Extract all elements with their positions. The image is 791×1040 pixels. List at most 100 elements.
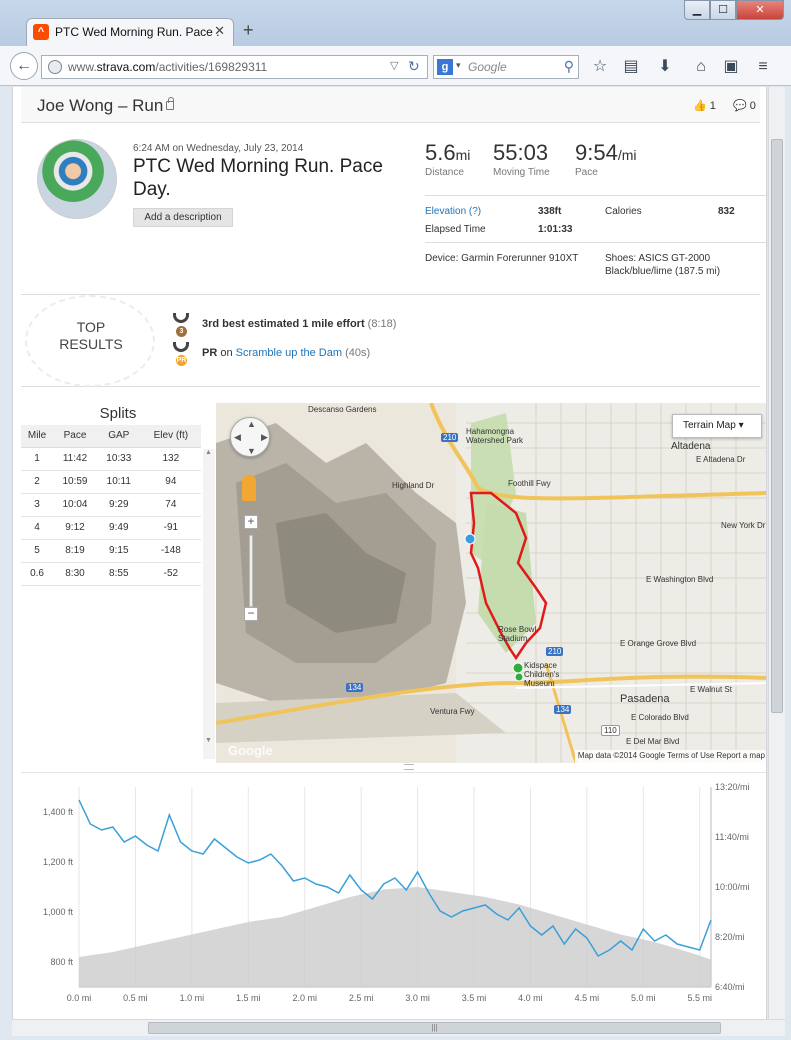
menu-icon[interactable]: ≡	[758, 58, 768, 75]
map-pan-control[interactable]: ▲ ▼ ◀ ▶	[230, 417, 270, 457]
map-type-dropdown[interactable]: Terrain Map ▾	[672, 414, 762, 438]
distance-label: Distance	[425, 167, 464, 178]
pace-value: 9:54	[575, 140, 618, 165]
reload-icon[interactable]: ↻	[408, 58, 420, 74]
elevation-value: 338ft	[538, 206, 562, 217]
map-label: E Del Mar Blvd	[626, 737, 680, 746]
window-close-button[interactable]: ✕	[736, 0, 784, 20]
elapsed-value: 1:01:33	[538, 224, 573, 235]
back-arrow-icon[interactable]: ←	[10, 52, 38, 80]
stat-moving-time: 55:03 Moving Time	[493, 140, 563, 178]
splits-cell: 5	[21, 539, 54, 563]
x-tick-label: 0.0 mi	[67, 993, 92, 1003]
resize-handle[interactable]	[404, 764, 414, 770]
map-label: Altadena	[671, 441, 711, 452]
bookmark-star-icon[interactable]: ☆	[592, 58, 608, 75]
map-label: Foothill Fwy	[508, 479, 551, 488]
google-logo: Google	[228, 743, 273, 758]
y-right-tick-label: 13:20/mi	[715, 782, 750, 792]
comment-count: 0	[749, 100, 756, 112]
home-icon[interactable]: ⌂	[696, 58, 706, 75]
splits-cell: 74	[140, 493, 201, 517]
freeway-shield: 134	[346, 683, 364, 692]
vertical-scroll-thumb[interactable]	[771, 139, 783, 713]
y-left-tick-label: 1,200 ft	[43, 857, 74, 867]
globe-icon	[48, 60, 62, 74]
splits-title: Splits	[99, 405, 137, 422]
tab-close-icon[interactable]: ✕	[214, 23, 225, 38]
horizontal-scroll-thumb[interactable]: |||	[148, 1022, 721, 1034]
y-right-tick-label: 11:40/mi	[715, 832, 749, 842]
zoom-slider[interactable]	[249, 535, 253, 607]
x-tick-label: 1.0 mi	[180, 993, 205, 1003]
stat-pace: 9:54/mi Pace	[575, 140, 637, 178]
splits-table: Mile Pace GAP Elev (ft) 1 11:42 10:33 132 2 10:5…	[21, 425, 201, 586]
street-view-pegman-icon[interactable]	[242, 475, 256, 501]
window-minimize-button[interactable]: ▁	[684, 0, 710, 20]
engine-dropdown-icon[interactable]: ▾	[456, 60, 461, 70]
search-input[interactable]: Google	[468, 60, 507, 74]
map-terrain	[216, 403, 766, 763]
y-left-tick-label: 1,000 ft	[43, 907, 74, 917]
strava-favicon-icon: ^	[33, 24, 49, 40]
table-row[interactable]: 0.6 8:30 8:55 -52	[21, 562, 201, 586]
chart-svg: 0.0 mi 0.5 mi 1.0 mi 1.5 mi 2.0 mi 2.5 mi 3.0 …	[43, 782, 750, 1003]
url-dropdown-icon[interactable]: ▽	[390, 60, 399, 72]
segment-link[interactable]: Scramble up the Dam	[235, 347, 343, 359]
splits-cell: 8:30	[53, 562, 97, 586]
horizontal-scrollbar[interactable]: |||	[12, 1019, 785, 1036]
elevation-help-link[interactable]: Elevation (?)	[425, 206, 482, 217]
scroll-down-icon[interactable]: ▼	[205, 737, 212, 744]
table-row[interactable]: 1 11:42 10:33 132	[21, 447, 201, 471]
splits-cell: -91	[140, 516, 201, 540]
splits-cell: 94	[140, 470, 201, 494]
bookmarks-list-icon[interactable]: ▤	[623, 58, 639, 75]
splits-cell: 8:19	[53, 539, 97, 563]
browser-tab[interactable]: ^ PTC Wed Morning Run. Pace ... ✕	[26, 18, 234, 46]
moving-time-label: Moving Time	[493, 167, 550, 178]
new-tab-button[interactable]: +	[243, 20, 254, 40]
x-tick-label: 3.5 mi	[462, 993, 487, 1003]
map-attribution[interactable]: Map data ©2014 Google Terms of Use Repor…	[574, 750, 766, 763]
avatar[interactable]	[37, 139, 117, 219]
table-row[interactable]: 5 8:19 9:15 -148	[21, 539, 201, 563]
url-bar[interactable]: www.strava.com/activities/169829311 ▽ ↻	[41, 55, 428, 79]
splits-cell: 3	[21, 493, 54, 517]
scroll-up-icon[interactable]: ▲	[205, 449, 212, 456]
table-row[interactable]: 2 10:59 10:11 94	[21, 470, 201, 494]
freeway-shield: 210	[441, 433, 459, 442]
map-label: Kidspace Children's Museum	[524, 661, 560, 688]
kudos-button[interactable]: 👍 1	[693, 99, 716, 112]
map-label: E Altadena Dr	[696, 455, 746, 464]
x-tick-label: 2.5 mi	[349, 993, 374, 1003]
map-label: Pasadena	[620, 693, 670, 705]
search-bar[interactable]: g ▾ Google ⚲	[433, 55, 579, 79]
search-icon[interactable]: ⚲	[563, 58, 574, 74]
splits-scrollbar[interactable]: ▲ ▼	[203, 449, 215, 759]
window-maximize-button[interactable]: ☐	[710, 0, 736, 20]
splits-cell: 11:42	[53, 447, 97, 471]
medal-pr-icon: PR	[171, 342, 191, 368]
download-icon[interactable]: ⬇	[658, 58, 672, 75]
activity-summary: 6:24 AM on Wednesday, July 23, 2014 PTC …	[21, 123, 766, 295]
x-tick-label: 2.0 mi	[292, 993, 317, 1003]
vertical-scrollbar[interactable]	[768, 87, 785, 1019]
browser-titlebar: ^ PTC Wed Morning Run. Pace ... ✕ + ▁ ☐ …	[0, 0, 791, 46]
zoom-out-button[interactable]: −	[244, 607, 258, 621]
activity-header: Joe Wong – Run 👍 1 💬 0	[21, 87, 760, 123]
add-description-button[interactable]: Add a description	[133, 208, 233, 227]
comments-button[interactable]: 💬 0	[733, 99, 756, 112]
elevation-pace-chart[interactable]: 0.0 mi 0.5 mi 1.0 mi 1.5 mi 2.0 mi 2.5 mi 3.0 …	[21, 772, 766, 1012]
activity-name: PTC Wed Morning Run. Pace Day.	[133, 156, 383, 200]
google-engine-icon[interactable]: g	[437, 59, 453, 75]
activity-date: 6:24 AM on Wednesday, July 23, 2014	[133, 143, 304, 154]
splits-cell: 9:29	[96, 493, 141, 517]
comment-icon: 💬	[733, 100, 747, 112]
table-row[interactable]: 3 10:04 9:29 74	[21, 493, 201, 517]
table-row[interactable]: 4 9:12 9:49 -91	[21, 516, 201, 540]
pocket-icon[interactable]: ▣	[723, 58, 739, 75]
route-map[interactable]: Descanso Gardens Hahamongna Watershed Pa…	[216, 403, 766, 763]
calories-value: 832	[718, 206, 735, 217]
map-label: Descanso Gardens	[308, 405, 377, 414]
zoom-in-button[interactable]: +	[244, 515, 258, 529]
